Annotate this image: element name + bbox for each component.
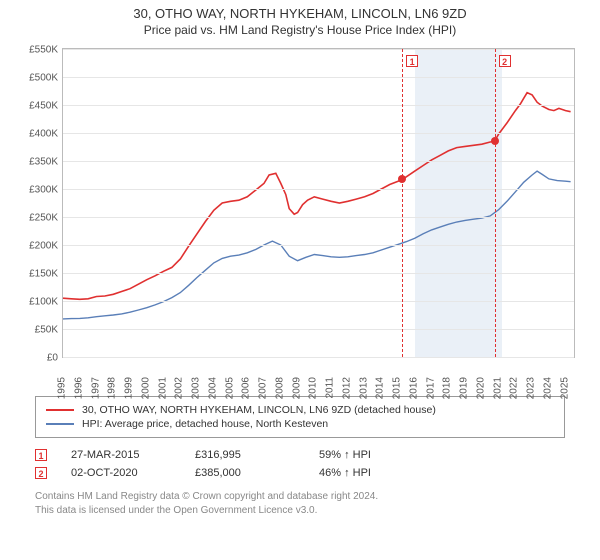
legend-swatch <box>46 409 74 411</box>
x-tick-label: 1995 <box>57 377 68 399</box>
x-tick-label: 2025 <box>559 377 570 399</box>
x-tick-label: 2005 <box>224 377 235 399</box>
x-tick-label: 2003 <box>191 377 202 399</box>
transaction-marker-box: 2 <box>499 55 511 67</box>
chart-title-block: 30, OTHO WAY, NORTH HYKEHAM, LINCOLN, LN… <box>0 0 600 39</box>
x-tick-label: 2015 <box>392 377 403 399</box>
x-tick-label: 2021 <box>492 377 503 399</box>
transactions-table: 1 27-MAR-2015 £316,995 59% ↑ HPI 2 02-OC… <box>35 446 565 482</box>
transaction-row: 1 27-MAR-2015 £316,995 59% ↑ HPI <box>35 446 565 464</box>
y-tick-label: £0 <box>47 353 58 364</box>
x-tick-label: 2007 <box>258 377 269 399</box>
legend-label: 30, OTHO WAY, NORTH HYKEHAM, LINCOLN, LN… <box>82 404 436 416</box>
y-tick-label: £400K <box>29 129 58 140</box>
footer-attribution: Contains HM Land Registry data © Crown c… <box>35 490 565 517</box>
x-tick-label: 2004 <box>207 377 218 399</box>
chart-svg <box>63 49 574 357</box>
y-tick-label: £550K <box>29 45 58 56</box>
x-tick-label: 2006 <box>241 377 252 399</box>
transaction-delta: 46% ↑ HPI <box>319 467 419 479</box>
x-tick-label: 1999 <box>124 377 135 399</box>
y-tick-label: £100K <box>29 297 58 308</box>
transaction-date: 27-MAR-2015 <box>71 449 171 461</box>
x-tick-label: 1997 <box>90 377 101 399</box>
transaction-point-dot <box>491 137 499 145</box>
y-tick-label: £200K <box>29 241 58 252</box>
plot-area: 12 <box>62 48 575 358</box>
y-tick-label: £300K <box>29 185 58 196</box>
x-tick-label: 2016 <box>408 377 419 399</box>
legend-item: 30, OTHO WAY, NORTH HYKEHAM, LINCOLN, LN… <box>46 403 554 417</box>
x-tick-label: 2019 <box>459 377 470 399</box>
x-tick-label: 2002 <box>174 377 185 399</box>
legend-label: HPI: Average price, detached house, Nort… <box>82 418 328 430</box>
x-tick-label: 2009 <box>291 377 302 399</box>
y-tick-label: £150K <box>29 269 58 280</box>
x-tick-label: 2011 <box>325 377 336 399</box>
title-line-2: Price paid vs. HM Land Registry's House … <box>0 23 600 37</box>
x-tick-label: 2008 <box>274 377 285 399</box>
x-tick-label: 2017 <box>425 377 436 399</box>
transaction-price: £316,995 <box>195 449 295 461</box>
x-tick-label: 2018 <box>442 377 453 399</box>
footer-line-1: Contains HM Land Registry data © Crown c… <box>35 490 565 504</box>
x-tick-label: 2001 <box>157 377 168 399</box>
x-tick-label: 2024 <box>542 377 553 399</box>
y-tick-label: £50K <box>35 325 58 336</box>
transaction-badge: 1 <box>35 449 47 461</box>
transaction-row: 2 02-OCT-2020 £385,000 46% ↑ HPI <box>35 464 565 482</box>
legend-swatch <box>46 423 74 425</box>
y-tick-label: £350K <box>29 157 58 168</box>
legend-item: HPI: Average price, detached house, Nort… <box>46 417 554 431</box>
x-tick-label: 2010 <box>308 377 319 399</box>
transaction-vline <box>402 49 403 357</box>
footer-line-2: This data is licensed under the Open Gov… <box>35 504 565 518</box>
transaction-vline <box>495 49 496 357</box>
x-tick-label: 2022 <box>509 377 520 399</box>
legend-box: 30, OTHO WAY, NORTH HYKEHAM, LINCOLN, LN… <box>35 396 565 438</box>
y-axis: £0£50K£100K£150K£200K£250K£300K£350K£400… <box>20 48 60 358</box>
transaction-delta: 59% ↑ HPI <box>319 449 419 461</box>
transaction-date: 02-OCT-2020 <box>71 467 171 479</box>
y-tick-label: £450K <box>29 101 58 112</box>
transaction-marker-box: 1 <box>406 55 418 67</box>
x-tick-label: 2023 <box>526 377 537 399</box>
x-tick-label: 2013 <box>358 377 369 399</box>
chart-container: £0 £50K £100K £150K £200K £250K £300K £350K £400… <box>20 43 580 388</box>
x-tick-label: 1998 <box>107 377 118 399</box>
title-line-1: 30, OTHO WAY, NORTH HYKEHAM, LINCOLN, LN… <box>0 6 600 21</box>
y-tick-label: £500K <box>29 73 58 84</box>
x-tick-label: 2020 <box>475 377 486 399</box>
transaction-price: £385,000 <box>195 467 295 479</box>
x-tick-label: 2012 <box>341 377 352 399</box>
x-tick-label: 2000 <box>140 377 151 399</box>
x-tick-label: 1996 <box>73 377 84 399</box>
transaction-point-dot <box>398 175 406 183</box>
y-tick-label: £250K <box>29 213 58 224</box>
x-axis: 1995199619971998199920002001200220032004… <box>62 360 575 388</box>
x-tick-label: 2014 <box>375 377 386 399</box>
transaction-badge: 2 <box>35 467 47 479</box>
